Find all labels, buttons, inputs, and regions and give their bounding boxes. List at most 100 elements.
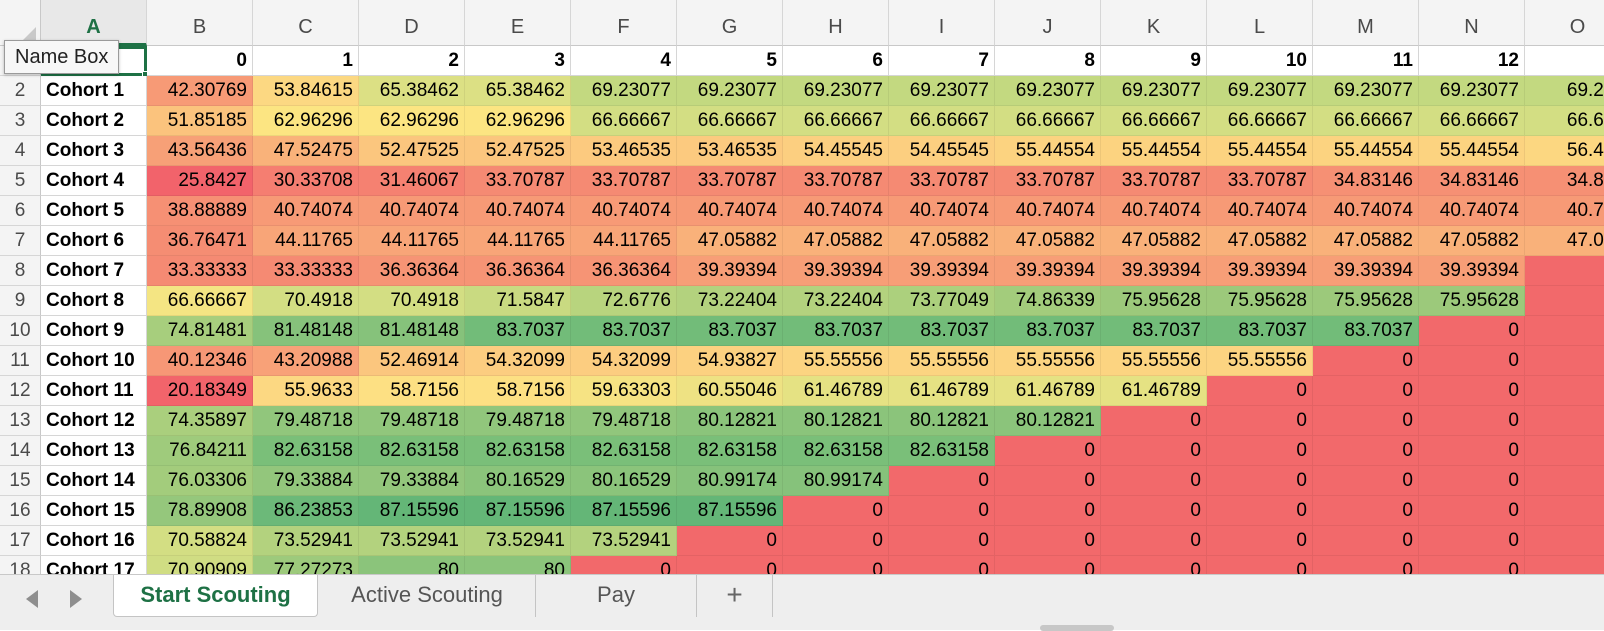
retention-value-cell[interactable]: 43.56436 [147, 136, 253, 166]
row-header[interactable]: 14 [0, 436, 41, 466]
row-header[interactable]: 8 [0, 256, 41, 286]
retention-value-cell[interactable]: 83.7037 [1207, 316, 1313, 346]
period-header-cell[interactable]: 8 [995, 46, 1101, 76]
retention-value-cell[interactable]: 79.33884 [359, 466, 465, 496]
retention-value-cell[interactable]: 40.74074 [1419, 196, 1525, 226]
retention-value-cell[interactable]: 34.83146 [1313, 166, 1419, 196]
retention-value-cell[interactable]: 0 [1419, 346, 1525, 376]
retention-value-cell[interactable]: 87.15596 [677, 496, 783, 526]
retention-value-cell[interactable]: 73.52941 [253, 526, 359, 556]
retention-value-cell[interactable] [1525, 556, 1604, 574]
retention-value-cell[interactable]: 52.47525 [359, 136, 465, 166]
retention-value-cell[interactable]: 80.12821 [677, 406, 783, 436]
retention-value-cell[interactable] [1525, 406, 1604, 436]
retention-value-cell[interactable]: 53.46535 [677, 136, 783, 166]
retention-value-cell[interactable]: 79.33884 [253, 466, 359, 496]
column-header-h[interactable]: H [783, 0, 889, 46]
retention-value-cell[interactable]: 69.23077 [889, 76, 995, 106]
retention-value-cell[interactable]: 82.63158 [359, 436, 465, 466]
retention-value-cell[interactable]: 62.96296 [359, 106, 465, 136]
retention-value-cell[interactable]: 47.05882 [1419, 226, 1525, 256]
retention-value-cell[interactable]: 47.058 [1525, 226, 1604, 256]
retention-value-cell[interactable]: 54.45545 [783, 136, 889, 166]
retention-value-cell[interactable]: 83.7037 [783, 316, 889, 346]
cohort-label-cell[interactable]: Cohort 6 [41, 226, 147, 256]
retention-value-cell[interactable]: 86.23853 [253, 496, 359, 526]
cohort-label-cell[interactable]: Cohort 15 [41, 496, 147, 526]
retention-value-cell[interactable]: 0 [995, 436, 1101, 466]
column-header-i[interactable]: I [889, 0, 995, 46]
retention-value-cell[interactable]: 80 [359, 556, 465, 574]
retention-value-cell[interactable]: 54.93827 [677, 346, 783, 376]
cohort-label-cell[interactable]: Cohort 10 [41, 346, 147, 376]
retention-value-cell[interactable]: 70.58824 [147, 526, 253, 556]
retention-value-cell[interactable]: 33.70787 [1101, 166, 1207, 196]
retention-value-cell[interactable]: 66.66667 [571, 106, 677, 136]
retention-value-cell[interactable]: 39.39394 [889, 256, 995, 286]
retention-value-cell[interactable]: 0 [1207, 406, 1313, 436]
retention-value-cell[interactable]: 66.66667 [1419, 106, 1525, 136]
retention-value-cell[interactable]: 83.7037 [571, 316, 677, 346]
retention-value-cell[interactable]: 82.63158 [677, 436, 783, 466]
retention-value-cell[interactable]: 47.05882 [995, 226, 1101, 256]
retention-value-cell[interactable]: 65.38462 [359, 76, 465, 106]
cohort-label-cell[interactable]: Cohort 17 [41, 556, 147, 574]
cohort-label-cell[interactable]: Cohort 8 [41, 286, 147, 316]
cohort-label-cell[interactable]: Cohort 1 [41, 76, 147, 106]
retention-value-cell[interactable] [1525, 286, 1604, 316]
cohort-label-cell[interactable]: Cohort 7 [41, 256, 147, 286]
row-header[interactable]: 3 [0, 106, 41, 136]
retention-value-cell[interactable]: 82.63158 [253, 436, 359, 466]
period-header-cell[interactable]: 7 [889, 46, 995, 76]
retention-value-cell[interactable]: 65.38462 [465, 76, 571, 106]
cohort-label-cell[interactable]: Cohort 2 [41, 106, 147, 136]
retention-value-cell[interactable]: 61.46789 [1101, 376, 1207, 406]
retention-value-cell[interactable]: 83.7037 [677, 316, 783, 346]
row-header[interactable]: 17 [0, 526, 41, 556]
row-header[interactable]: 4 [0, 136, 41, 166]
column-header-g[interactable]: G [677, 0, 783, 46]
retention-value-cell[interactable]: 47.05882 [1101, 226, 1207, 256]
retention-value-cell[interactable]: 0 [1207, 466, 1313, 496]
retention-value-cell[interactable]: 80.16529 [465, 466, 571, 496]
retention-value-cell[interactable]: 36.36364 [359, 256, 465, 286]
retention-value-cell[interactable]: 66.66667 [677, 106, 783, 136]
retention-value-cell[interactable]: 69.23077 [571, 76, 677, 106]
retention-value-cell[interactable]: 0 [1313, 436, 1419, 466]
retention-value-cell[interactable]: 55.44554 [1207, 136, 1313, 166]
retention-value-cell[interactable]: 0 [1419, 496, 1525, 526]
retention-value-cell[interactable]: 40.74074 [1313, 196, 1419, 226]
retention-value-cell[interactable]: 43.20988 [253, 346, 359, 376]
retention-value-cell[interactable]: 0 [1313, 376, 1419, 406]
retention-value-cell[interactable]: 40.74074 [1101, 196, 1207, 226]
retention-value-cell[interactable]: 66.666 [1525, 106, 1604, 136]
retention-value-cell[interactable] [1525, 496, 1604, 526]
retention-value-cell[interactable]: 0 [1313, 406, 1419, 436]
retention-value-cell[interactable]: 54.45545 [889, 136, 995, 166]
retention-value-cell[interactable]: 62.96296 [253, 106, 359, 136]
retention-value-cell[interactable]: 0 [1419, 526, 1525, 556]
retention-value-cell[interactable]: 33.70787 [1207, 166, 1313, 196]
retention-value-cell[interactable]: 78.89908 [147, 496, 253, 526]
retention-value-cell[interactable]: 0 [1101, 556, 1207, 574]
retention-value-cell[interactable]: 33.33333 [253, 256, 359, 286]
retention-value-cell[interactable]: 79.48718 [253, 406, 359, 436]
retention-value-cell[interactable]: 55.44554 [995, 136, 1101, 166]
retention-value-cell[interactable]: 69.23077 [1207, 76, 1313, 106]
row-header[interactable]: 2 [0, 76, 41, 106]
period-header-cell[interactable]: 2 [359, 46, 465, 76]
retention-value-cell[interactable]: 62.96296 [465, 106, 571, 136]
retention-value-cell[interactable]: 0 [1101, 496, 1207, 526]
retention-value-cell[interactable]: 55.44554 [1101, 136, 1207, 166]
retention-value-cell[interactable]: 54.32099 [465, 346, 571, 376]
column-header-o[interactable]: O [1525, 0, 1604, 46]
retention-value-cell[interactable] [1525, 256, 1604, 286]
retention-value-cell[interactable]: 83.7037 [465, 316, 571, 346]
retention-value-cell[interactable]: 44.11765 [359, 226, 465, 256]
retention-value-cell[interactable]: 55.55556 [1207, 346, 1313, 376]
retention-value-cell[interactable] [1525, 436, 1604, 466]
retention-value-cell[interactable]: 0 [1101, 466, 1207, 496]
period-header-cell[interactable]: 9 [1101, 46, 1207, 76]
retention-value-cell[interactable]: 31.46067 [359, 166, 465, 196]
row-header[interactable]: 15 [0, 466, 41, 496]
